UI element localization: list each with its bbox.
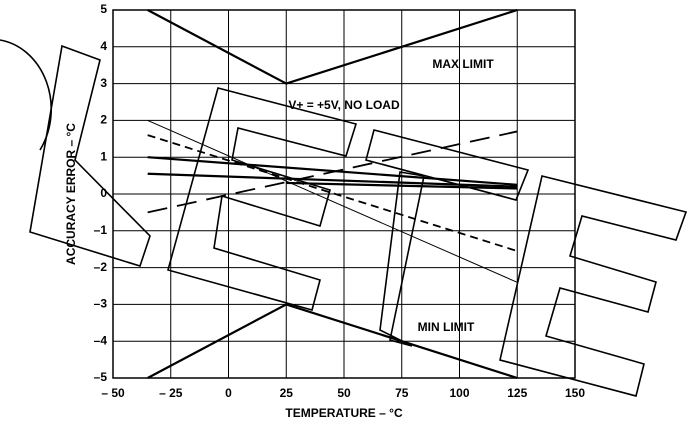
- x-tick-label: 150: [565, 386, 585, 400]
- watermark-shape: [499, 175, 688, 397]
- watermark-shape: [29, 44, 151, 267]
- annotation: MIN LIMIT: [418, 320, 475, 334]
- plot-frame: [112, 9, 576, 379]
- y-tick-label: –1: [94, 223, 108, 237]
- y-tick-label: –2: [94, 260, 108, 274]
- watermark-shape: [365, 129, 530, 201]
- y-tick-label: –5: [94, 370, 108, 384]
- watermark-shape: [0, 39, 52, 151]
- x-axis-label: TEMPERATURE – °C: [285, 406, 403, 420]
- x-tick-label: – 25: [159, 386, 183, 400]
- y-tick-label: 5: [100, 2, 107, 16]
- series-line: [147, 303, 518, 380]
- y-tick-label: –3: [94, 297, 108, 311]
- series-line: [147, 172, 518, 188]
- watermark: [0, 39, 688, 397]
- x-tick-label: – 50: [101, 386, 125, 400]
- series-line: [147, 156, 518, 186]
- x-tick-label: 0: [225, 386, 232, 400]
- x-tick-label: 100: [449, 386, 469, 400]
- y-tick-label: –4: [94, 333, 108, 347]
- y-tick-label: 4: [100, 39, 107, 53]
- series-line: [147, 8, 518, 85]
- watermark-shape: [167, 87, 358, 311]
- y-tick-label: 2: [100, 113, 107, 127]
- y-tick-label: 0: [100, 186, 107, 200]
- y-tick-label: 3: [100, 76, 107, 90]
- series-line: [286, 181, 518, 190]
- series-line: [147, 119, 518, 283]
- x-tick-label: 25: [280, 386, 294, 400]
- annotation: V+ = +5V, NO LOAD: [288, 98, 400, 112]
- watermark-shape: [379, 171, 425, 347]
- x-tick-label: 50: [337, 386, 351, 400]
- y-tick-label: 1: [100, 149, 107, 163]
- plot: [112, 8, 576, 380]
- x-tick-label: 75: [395, 386, 409, 400]
- y-axis-label: ACCURACY ERROR – °C: [64, 123, 78, 265]
- x-tick-label: 125: [507, 386, 527, 400]
- annotation: MAX LIMIT: [432, 57, 494, 71]
